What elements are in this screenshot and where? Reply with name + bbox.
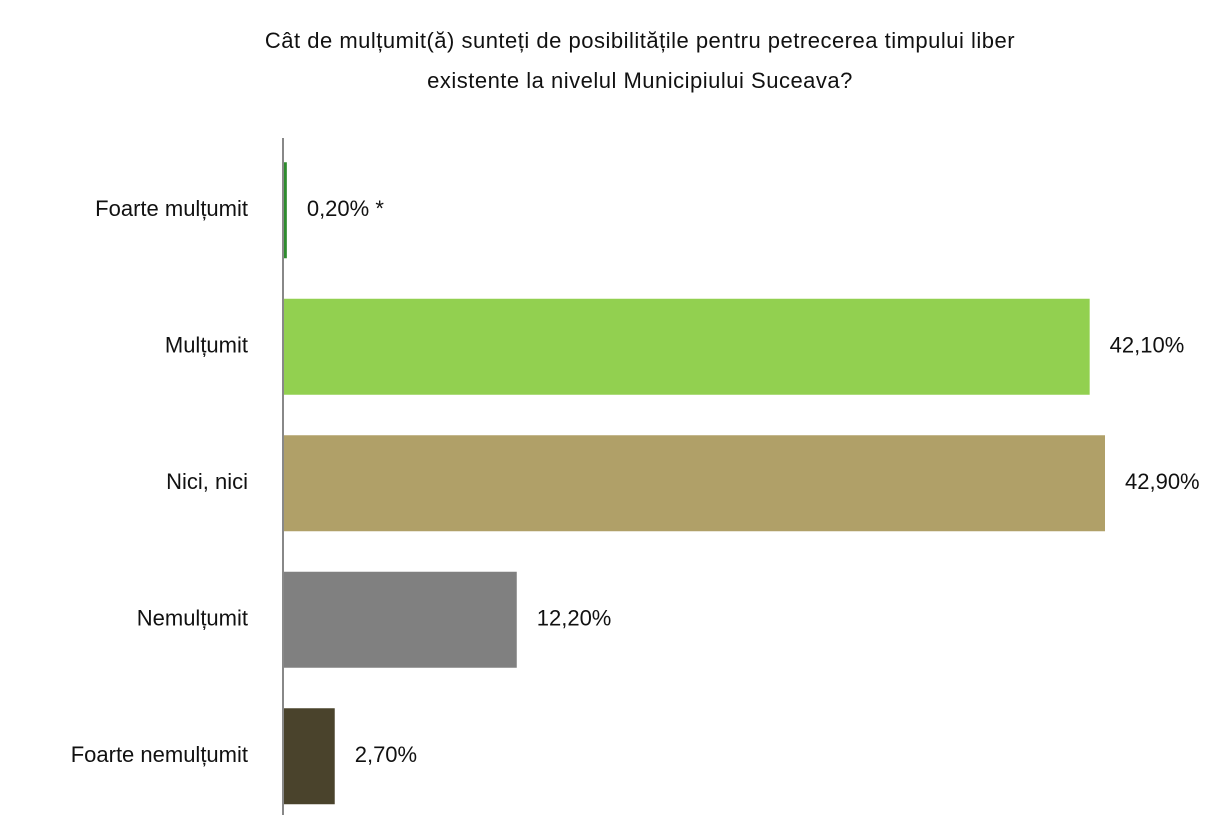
chart-title: Cât de mulțumit(ă) sunteți de posibilită…: [265, 28, 1015, 53]
chart-title: existente la nivelul Municipiului Suceav…: [427, 68, 853, 93]
bar: [283, 298, 1090, 395]
value-label: 42,10%: [1110, 333, 1185, 358]
category-label: Foarte nemulțumit: [71, 742, 248, 767]
value-label: 0,20% *: [307, 196, 384, 221]
value-label: 2,70%: [355, 742, 417, 767]
category-label: Mulțumit: [165, 333, 248, 358]
bar: [283, 162, 287, 259]
category-label: Foarte mulțumit: [95, 196, 248, 221]
value-label: 42,90%: [1125, 469, 1200, 494]
category-label: Nici, nici: [166, 469, 248, 494]
bar: [283, 435, 1105, 532]
category-label: Nemulțumit: [137, 606, 248, 631]
value-label: 12,20%: [537, 606, 612, 631]
bar: [283, 571, 517, 668]
bar: [283, 708, 335, 805]
